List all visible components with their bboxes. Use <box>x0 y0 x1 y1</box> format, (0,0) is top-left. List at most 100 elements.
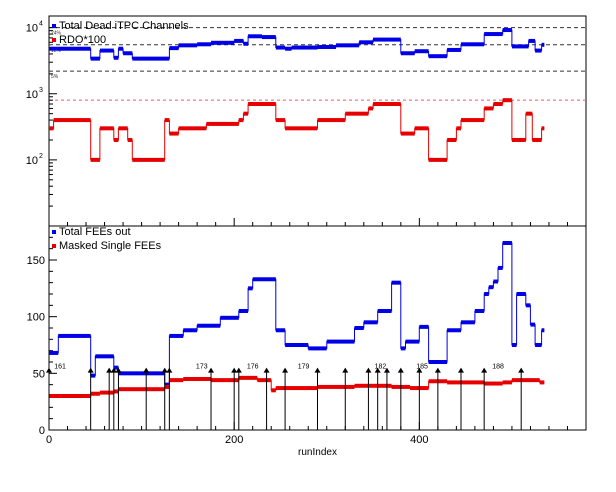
masked-single-fees-segment <box>317 384 355 389</box>
run-marker-arrowhead <box>434 367 441 373</box>
total-fees-out-segment <box>164 382 170 387</box>
run-marker-arrowhead <box>458 367 465 373</box>
run-marker-arrowhead <box>208 367 215 373</box>
x-axis-label: runIndex <box>298 447 337 458</box>
rdo-times-100-segment <box>99 126 114 131</box>
rdo-times-100-segment <box>238 118 244 123</box>
total-fees-out-segment <box>58 333 91 338</box>
run-marker-arrowhead <box>115 367 122 373</box>
top-legend-marker <box>52 24 56 28</box>
masked-single-fees-segment <box>183 377 212 381</box>
total-fees-out-line <box>49 242 545 386</box>
run-marker-arrowhead <box>481 367 488 373</box>
run-marker-label: 161 <box>54 364 66 371</box>
rdo-times-100-segment <box>178 126 207 131</box>
masked-single-fees-segment <box>271 388 276 393</box>
dead-itpc-channels-segment <box>211 40 235 45</box>
total-fees-out-segment <box>419 324 429 329</box>
dead-itpc-channels-segment <box>400 51 415 56</box>
top-reference-label: 12% <box>51 48 62 54</box>
masked-single-fees-segment <box>447 380 485 385</box>
dead-itpc-channels-segment <box>132 56 170 61</box>
masked-single-fees-segment <box>99 390 114 395</box>
top-reference-label: 5% <box>51 74 59 80</box>
dead-itpc-channels-segment <box>123 51 133 56</box>
total-fees-out-segment <box>535 343 542 347</box>
total-fees-out-segment <box>118 371 165 376</box>
rdo-times-100-segment <box>127 137 133 142</box>
dead-itpc-channels-segment <box>275 45 286 50</box>
run-marker-arrowhead <box>518 367 525 373</box>
rdo-times-100-line <box>49 99 545 161</box>
rdo-times-100-segment <box>456 126 462 131</box>
top-y-tick-exponent: 2 <box>39 153 43 160</box>
rdo-times-100-segment <box>493 102 503 107</box>
rdo-times-100-segment <box>461 118 485 123</box>
rdo-times-100-segment <box>164 118 170 123</box>
top-legend-entry: Total Dead iTPC Channels <box>59 20 189 32</box>
bottom-y-tick-label: 150 <box>27 255 45 267</box>
rdo-times-100-segment <box>248 102 276 107</box>
run-marker-arrowhead <box>416 367 423 373</box>
run-marker-arrowhead <box>143 367 150 373</box>
masked-single-fees-segment <box>169 378 184 383</box>
total-fees-out-segment <box>428 360 448 364</box>
masked-single-fees-segment <box>354 383 392 388</box>
dead-itpc-channels-segment <box>373 37 401 42</box>
rdo-times-100-segment <box>53 118 91 123</box>
masked-single-fees-segment <box>238 375 258 380</box>
rdo-times-100-segment <box>502 98 512 103</box>
x-tick-label: 400 <box>410 434 428 446</box>
rdo-times-100-segment <box>428 157 448 162</box>
rdo-times-100-segment <box>368 106 374 111</box>
total-fees-out-segment <box>502 241 512 245</box>
run-marker-arrowhead <box>110 367 117 373</box>
bottom-y-tick-label: 50 <box>33 368 45 380</box>
dead-itpc-channels-segment <box>90 56 100 61</box>
dead-itpc-channels-segment <box>535 48 542 53</box>
run-marker-arrowhead <box>235 367 242 373</box>
run-marker-label: 173 <box>196 364 208 371</box>
rdo-times-100-segment <box>400 131 415 136</box>
rdo-times-100-segment <box>113 137 119 142</box>
run-marker-arrowhead <box>106 367 113 373</box>
dead-itpc-channels-segment <box>197 42 212 47</box>
dead-itpc-channels-segment <box>484 32 503 37</box>
total-fees-out-segment <box>447 328 462 333</box>
dead-itpc-channels-segment <box>234 38 244 43</box>
total-fees-out-segment <box>498 265 503 270</box>
bottom-legend-marker <box>52 230 56 234</box>
dead-itpc-channels-segment <box>428 54 448 59</box>
dead-itpc-channels-segment <box>528 38 536 43</box>
dead-itpc-channels-segment <box>291 45 318 50</box>
total-fees-out-segment <box>95 354 114 359</box>
rdo-times-100-segment <box>206 121 239 126</box>
run-marker-arrowhead <box>282 367 289 373</box>
dead-itpc-channels-segment <box>447 47 462 52</box>
total-fees-out-segment <box>391 280 401 285</box>
total-fees-out-segment <box>252 277 276 282</box>
total-fees-out-segment <box>285 343 309 347</box>
rdo-times-100-segment <box>373 102 401 107</box>
top-y-tick-exponent: 3 <box>39 87 43 94</box>
masked-single-fees-segment <box>484 381 503 386</box>
run-marker-arrowhead <box>365 367 372 373</box>
total-fees-out-segment <box>530 322 536 327</box>
dead-itpc-channels-segment <box>541 42 545 47</box>
total-fees-out-segment <box>354 326 364 330</box>
rdo-times-100-segment <box>317 118 346 123</box>
rdo-times-100-segment <box>132 157 165 162</box>
run-marker-label: 188 <box>492 364 504 371</box>
total-fees-out-segment <box>326 339 355 344</box>
dead-itpc-channels-segment <box>113 55 119 60</box>
dead-itpc-channels-segment <box>118 46 124 51</box>
total-fees-out-segment <box>516 292 526 296</box>
dead-itpc-channels-segment <box>414 49 429 54</box>
top-y-tick-label: 10 <box>26 23 38 35</box>
total-fees-out-segment <box>220 315 239 320</box>
dead-itpc-channels-segment <box>511 44 529 49</box>
total-fees-out-segment <box>238 309 249 313</box>
